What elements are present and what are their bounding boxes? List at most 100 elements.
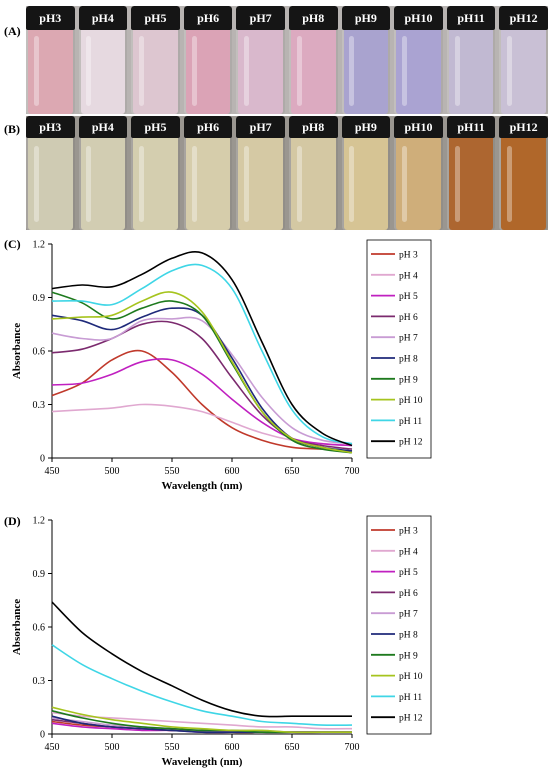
series-line-ph11 (51, 644, 353, 727)
vial-vials_a-7: pH10 (394, 6, 443, 114)
vial-cap-label: pH3 (26, 6, 75, 30)
x-tick-label: 650 (285, 466, 300, 477)
chart-c: 0 0.3 0.6 0.9 1.2 450 500 550 600 650 700 Wavelengt… (11, 240, 432, 492)
vial-solution (290, 138, 336, 230)
vial-solution (501, 138, 546, 230)
x-tick-label: 450 (45, 742, 60, 753)
legend-label: pH 6 (399, 589, 418, 599)
vial-solution (80, 138, 126, 230)
vial-vials_b-2: pH5 (131, 116, 180, 230)
y-tick-label: 0.9 (33, 569, 46, 580)
vial-cap-label: pH6 (183, 116, 233, 138)
y-axis-label: Absorbance (11, 599, 23, 655)
vial-glare (296, 36, 302, 106)
legend-label: pH 8 (399, 631, 418, 641)
vial-vials_b-8: pH11 (446, 116, 496, 230)
vial-vials_a-4: pH7 (236, 6, 285, 114)
legend-label: pH 5 (399, 292, 418, 302)
legend-label: pH 4 (399, 271, 418, 281)
legend-label: pH 5 (399, 568, 418, 578)
vial-glare (349, 146, 355, 222)
vial-cap-label: pH9 (341, 116, 391, 138)
vial-solution (185, 138, 231, 230)
vial-vials_a-8: pH11 (446, 6, 496, 114)
vial-solution (133, 30, 178, 114)
x-tick-label: 600 (225, 466, 240, 477)
vial-solution (133, 138, 178, 230)
vial-solution (343, 30, 389, 114)
vial-vials_b-9: pH12 (499, 116, 548, 230)
chart-d: 0 0.3 0.6 0.9 1.2 450 500 550 600 650 700 Wavelengt… (11, 516, 432, 768)
vial-cap-label: pH12 (499, 116, 548, 138)
vial-solution (396, 30, 441, 114)
panel-label-d: (D) (4, 514, 21, 528)
vial-solution (28, 138, 73, 230)
x-axis-label: Wavelength (nm) (162, 756, 243, 768)
vial-glare (191, 36, 197, 106)
legend-label: pH 9 (399, 651, 418, 661)
vial-vials_a-9: pH12 (499, 6, 548, 114)
y-tick-label: 0.3 (33, 676, 46, 687)
y-tick-label: 1.2 (33, 240, 46, 251)
series-line-ph10 (51, 706, 352, 734)
vial-glare (507, 146, 513, 222)
legend-label: pH 11 (399, 417, 422, 427)
y-axis-label: Absorbance (11, 323, 23, 379)
vial-vials_b-7: pH10 (394, 116, 443, 230)
vial-glare (454, 36, 460, 106)
vial-vials_b-4: pH7 (236, 116, 285, 230)
legend-label: pH 12 (399, 438, 423, 448)
vial-glare (244, 36, 250, 106)
vial-solution (396, 138, 441, 230)
vial-vials_a-3: pH6 (183, 6, 233, 114)
vial-cap-label: pH9 (341, 6, 391, 30)
vial-cap-label: pH8 (288, 6, 338, 30)
vial-glare (296, 146, 302, 222)
vial-solution (343, 138, 389, 230)
vial-cap-label: pH7 (236, 6, 285, 30)
legend-label: pH 6 (399, 313, 418, 323)
vial-vials_b-0: pH3 (26, 116, 75, 230)
vial-glare (86, 36, 92, 106)
vial-cap-label: pH10 (394, 116, 443, 138)
x-tick-label: 450 (45, 466, 60, 477)
x-tick-label: 600 (225, 742, 240, 753)
vial-vials_b-1: pH4 (78, 116, 128, 230)
vial-solution (80, 30, 126, 114)
legend-label: pH 4 (399, 547, 418, 557)
legend-label: pH 7 (399, 610, 418, 620)
x-tick-label: 500 (105, 742, 120, 753)
y-tick-label: 1.2 (33, 516, 46, 527)
vial-glare (138, 146, 144, 222)
series-line-ph4 (51, 711, 353, 730)
vial-solution (448, 30, 494, 114)
vial-glare (138, 36, 144, 106)
vial-vials_a-1: pH4 (78, 6, 128, 114)
vial-solution (28, 30, 73, 114)
panel-label-c: (C) (4, 237, 21, 251)
vial-photo-a: pH3 pH4 pH5 pH6 pH7 pH8 pH9 pH10 pH11 pH12 (26, 6, 548, 114)
series-line-ph4 (51, 403, 353, 447)
vial-cap-label: pH4 (78, 116, 128, 138)
x-tick-label: 700 (345, 742, 360, 753)
legend-label: pH 9 (399, 375, 418, 385)
x-axis-label: Wavelength (nm) (162, 480, 243, 492)
y-tick-label: 0.6 (33, 347, 46, 358)
vial-solution (238, 30, 283, 114)
vial-cap-label: pH11 (446, 116, 496, 138)
series-line-ph12 (51, 250, 353, 447)
vial-glare (33, 36, 39, 106)
panel-label-b: (B) (4, 122, 20, 136)
legend-label: pH 8 (399, 355, 418, 365)
vial-glare (86, 146, 92, 222)
x-tick-label: 650 (285, 742, 300, 753)
vial-solution (185, 30, 231, 114)
legend-label: pH 10 (399, 672, 423, 682)
vial-glare (33, 146, 39, 222)
y-tick-label: 0.9 (33, 293, 46, 304)
vial-cap-label: pH5 (131, 6, 180, 30)
series-line-ph12 (51, 601, 352, 718)
vial-vials_a-2: pH5 (131, 6, 180, 114)
vial-glare (401, 36, 407, 106)
vial-solution (290, 30, 336, 114)
